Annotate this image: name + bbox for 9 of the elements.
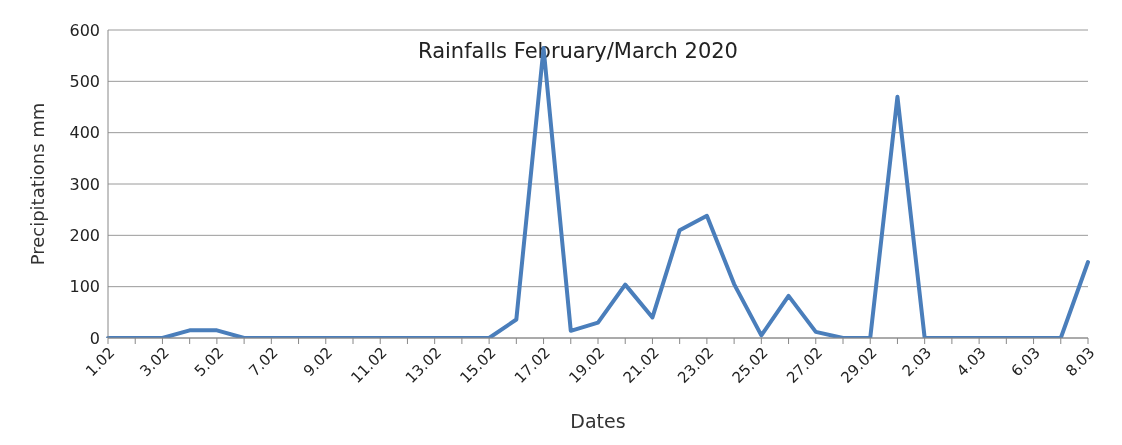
y-tick-label: 0: [89, 328, 100, 348]
x-axis-title: Dates: [570, 410, 626, 432]
y-tick-label: 400: [69, 123, 100, 143]
y-tick-label: 500: [69, 72, 100, 92]
y-tick-label: 100: [69, 277, 100, 297]
y-tick-label: 300: [69, 174, 100, 194]
y-tick-label: 600: [69, 20, 100, 40]
y-axis-title: Precipitations mm: [27, 102, 49, 266]
y-tick-label: 200: [69, 226, 100, 246]
